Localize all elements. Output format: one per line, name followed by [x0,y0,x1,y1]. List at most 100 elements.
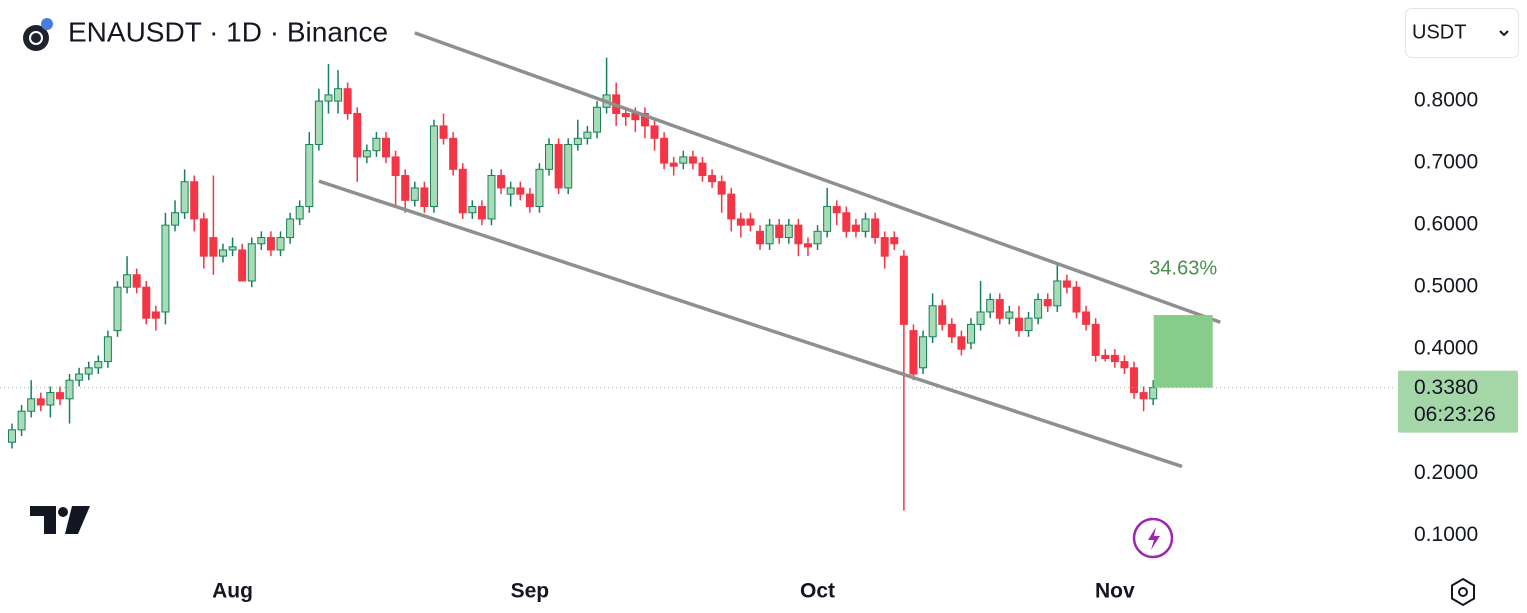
y-tick-label: 0.1000 [1414,523,1478,546]
candle-body [525,193,534,208]
candle-body [775,224,784,239]
candle-body [803,243,812,248]
candle-body [794,224,803,245]
candle-body [564,144,573,189]
candle-body [1053,280,1062,307]
currency-select[interactable] [1405,8,1519,58]
candle-body [621,113,630,118]
candle-body [171,212,180,226]
candle-body [276,237,285,251]
candle-body [353,113,362,158]
candle-body [477,206,486,220]
candle-body [487,175,496,220]
candle-body [995,299,1004,319]
candle-body [238,249,247,282]
candle-body [55,392,64,400]
candle-body [554,144,563,189]
candle-body [247,243,256,282]
candle-body [257,237,266,245]
trendline [414,31,1221,324]
candle-body [1024,317,1033,332]
candle-body [324,94,333,102]
x-tick-label: Aug [212,580,253,603]
candle-body [573,137,582,146]
candle-body [161,224,170,313]
x-tick-label: Oct [800,580,835,603]
chart-title: ENAUSDT · 1D · Binance [68,16,388,47]
candle-body [305,144,314,208]
candle-body [1091,323,1100,356]
candle-body [429,125,438,208]
candle-body [410,187,419,201]
candle-body [84,367,93,375]
candle-body [516,187,525,195]
candle-body [851,224,860,232]
candle-body [94,361,103,369]
candle-body [947,323,956,338]
candle-body [871,218,880,239]
select-chevron[interactable] [1499,30,1509,37]
candle-body [382,137,391,158]
candle-body [266,237,275,251]
candle-body [123,274,132,288]
plot-area [8,57,1158,511]
candle-body [1130,367,1139,394]
candle-body [976,311,985,325]
candle-body [36,398,45,406]
candle-body [391,156,400,177]
currency-select-label[interactable]: USDT [1412,21,1466,43]
candle-body [506,187,515,195]
candle-body [832,206,841,214]
candle-body [698,162,707,177]
candle-body [151,311,160,319]
countdown: 06:23:26 [1414,403,1496,426]
candle-body [784,224,793,239]
candle-body [967,323,975,344]
candle-body [449,137,458,170]
candle-body [861,218,870,232]
candle-body [1149,387,1158,400]
candle-body [190,181,199,220]
candle-body [717,181,726,195]
y-tick-label: 0.4000 [1414,337,1478,360]
symbol-icon [23,25,49,51]
candle-body [919,336,928,369]
candle-body [113,286,122,332]
y-tick-label: 0.8000 [1414,89,1478,112]
candle-body [218,249,227,257]
settings-icon[interactable] [1451,577,1475,607]
candle-body [1082,311,1091,325]
candle-body [545,144,554,170]
candle-body [1062,280,1071,288]
candle-body [756,230,765,245]
candle-body [592,106,601,133]
candle-body [17,410,26,431]
candle-body [842,212,851,232]
candle-body [669,162,678,167]
y-tick-label: 0.2000 [1414,461,1478,484]
candle-body [314,100,323,146]
measure-box [1153,315,1213,388]
y-tick-label: 0.7000 [1414,151,1478,174]
trendline [318,179,1183,469]
settings-icon-inner[interactable] [1458,587,1468,597]
candle-body [343,88,352,115]
candle-body [986,299,995,313]
candle-body [199,218,208,257]
candle-body [736,218,745,226]
candle-body [132,274,141,288]
candle-body [401,175,410,201]
candle-body [1139,392,1148,400]
candle-body [679,156,688,164]
candle-body [468,206,477,214]
candle-body [1120,361,1129,369]
alert-bolt[interactable] [1148,527,1160,550]
candle-body [746,218,755,226]
last-price-box [1398,370,1518,433]
candle-body [899,255,908,325]
y-tick-label: 0.6000 [1414,213,1478,236]
candle-body [8,429,16,443]
candle-body [708,175,717,183]
candle-body [295,206,304,220]
candle-body [765,224,774,245]
